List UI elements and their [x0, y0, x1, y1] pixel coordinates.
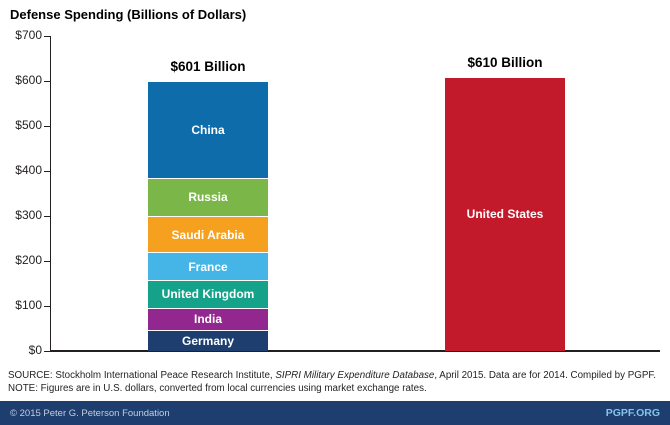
source-line: SOURCE: Stockholm International Peace Re…	[8, 369, 662, 382]
source-note: SOURCE: Stockholm International Peace Re…	[8, 369, 662, 395]
bar-total-label: $601 Billion	[170, 58, 246, 74]
segment-india: India	[148, 307, 268, 331]
segment-saudi-arabia: Saudi Arabia	[148, 215, 268, 253]
bar-next-seven-countries: Germany India United Kingdom France Saudi Ar…	[148, 36, 268, 351]
segment-label: United States	[466, 207, 544, 222]
footer-copyright: © 2015 Peter G. Peterson Foundation	[10, 407, 170, 419]
segment-china: China	[148, 80, 268, 178]
y-axis-tick-label: $500	[15, 118, 42, 132]
y-axis-tick-label: $100	[15, 298, 42, 312]
footer-bar: © 2015 Peter G. Peterson Foundation PGPF…	[0, 401, 670, 425]
y-axis-tick-label: $700	[15, 28, 42, 42]
source-prefix: SOURCE: Stockholm International Peace Re…	[8, 370, 276, 381]
bar-total-label: $610 Billion	[467, 54, 543, 70]
y-axis-tick	[44, 305, 50, 307]
source-suffix: , April 2015. Data are for 2014. Compile…	[434, 370, 657, 381]
y-axis-tick	[44, 350, 50, 352]
segment-united-states: United States	[445, 76, 565, 351]
segment-label: Saudi Arabia	[171, 227, 245, 242]
segment-label: India	[193, 312, 222, 327]
y-axis-tick	[44, 35, 50, 37]
y-axis-tick-label: $0	[28, 343, 42, 357]
y-axis-tick-label: $400	[15, 163, 42, 177]
pgpf-org-link[interactable]: PGPF.ORG	[605, 407, 660, 419]
y-axis-tick-label: $200	[15, 253, 42, 267]
source-database-title: SIPRI Military Expenditure Database	[275, 370, 435, 381]
bar-united-states: United States $610 Billion	[445, 36, 565, 351]
y-axis-tick	[44, 125, 50, 127]
segment-label: China	[191, 122, 225, 137]
chart-title: Defense Spending (Billions of Dollars)	[10, 7, 247, 22]
y-axis-line	[50, 36, 51, 351]
segment-france: France	[148, 252, 268, 281]
segment-label: France	[188, 259, 228, 274]
segment-germany: Germany	[148, 330, 268, 351]
y-axis-tick	[44, 215, 50, 217]
y-axis-tick	[44, 260, 50, 262]
y-axis-tick-label: $600	[15, 73, 42, 87]
chart-plot-area: $0 $100 $200 $300 $400 $500 $600 $700 Germany Ind…	[15, 28, 660, 357]
y-axis-tick	[44, 170, 50, 172]
segment-label: Germany	[181, 334, 235, 349]
segment-label: Russia	[188, 190, 228, 205]
note-line: NOTE: Figures are in U.S. dollars, conve…	[8, 383, 427, 394]
y-axis-tick	[44, 80, 50, 82]
segment-russia: Russia	[148, 177, 268, 216]
segment-label: United Kingdom	[161, 287, 255, 302]
x-axis-baseline	[50, 350, 660, 352]
y-axis-tick-label: $300	[15, 208, 42, 222]
segment-united-kingdom: United Kingdom	[148, 280, 268, 308]
